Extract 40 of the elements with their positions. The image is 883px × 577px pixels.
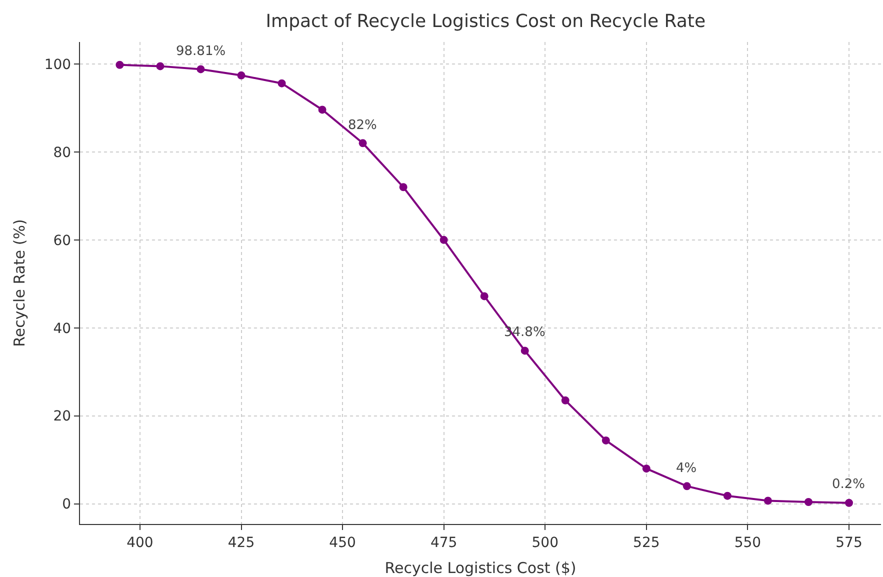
y-tick-label: 20 <box>53 408 72 425</box>
y-axis-title: Recycle Rate (%) <box>10 219 29 347</box>
point <box>520 346 529 355</box>
x-axis-title: Recycle Logistics Cost ($) <box>384 559 576 577</box>
point <box>804 498 812 506</box>
x-tick-label: 525 <box>633 534 660 551</box>
point <box>399 183 408 192</box>
point <box>237 71 246 80</box>
x-tick-label: 400 <box>126 534 154 551</box>
point <box>196 65 205 74</box>
point <box>844 498 853 507</box>
x-tick-label: 550 <box>734 534 762 551</box>
point <box>278 79 286 88</box>
point <box>358 139 367 148</box>
y-tick-label: 80 <box>53 144 72 161</box>
y-tick-label: 100 <box>44 56 72 73</box>
chart-title: Impact of Recycle Logistics Cost on Recycle Rate <box>266 11 706 32</box>
x-tick-label: 425 <box>228 534 255 551</box>
point <box>156 62 164 70</box>
point <box>318 106 326 114</box>
point <box>440 236 448 244</box>
x-tick-label: 575 <box>836 534 862 551</box>
x-tick-label: 500 <box>532 534 558 551</box>
point <box>642 464 650 473</box>
y-tick-label: 60 <box>53 232 72 249</box>
x-tick-label: 475 <box>430 534 458 551</box>
point <box>682 482 691 490</box>
point <box>764 496 772 505</box>
point <box>116 60 124 69</box>
annotation: 82% <box>348 118 377 133</box>
point <box>561 396 570 404</box>
x-tick-label: 450 <box>329 534 356 551</box>
point <box>602 436 610 444</box>
point <box>480 292 488 300</box>
point <box>723 492 732 500</box>
y-tick-label: 0 <box>62 496 72 513</box>
annotation: 4% <box>676 461 697 476</box>
annotation: 98.81% <box>176 44 226 59</box>
y-tick-label: 40 <box>53 320 72 337</box>
annotation: 0.2% <box>832 477 866 492</box>
